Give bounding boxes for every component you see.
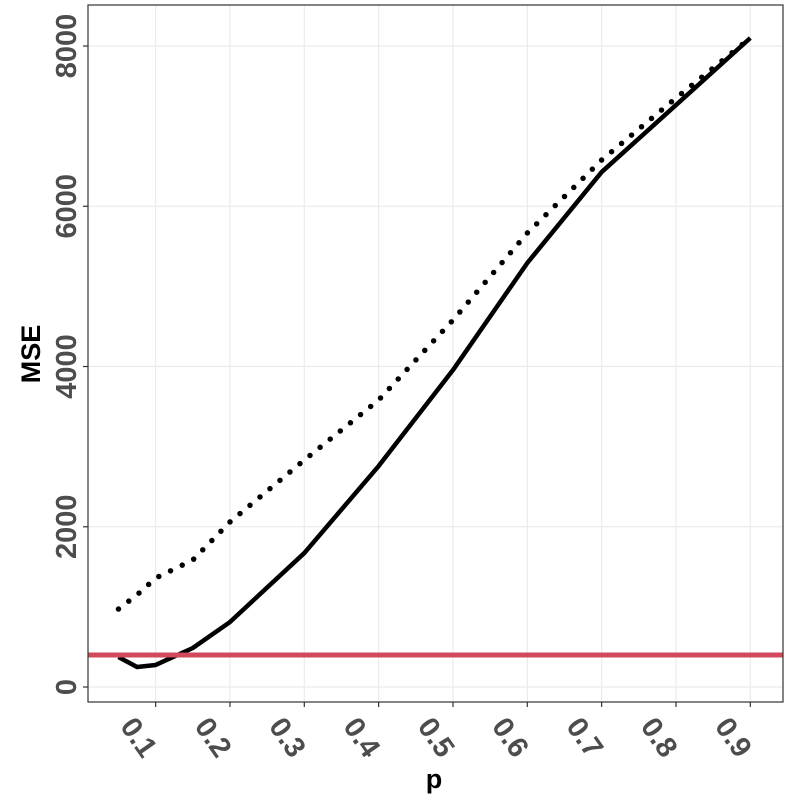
- plot-background: [88, 5, 783, 702]
- y-tick-label: 0: [51, 679, 83, 695]
- y-tick-label: 6000: [51, 174, 83, 239]
- x-tick-label: 0.6: [485, 712, 534, 763]
- x-tick-label: 0.1: [114, 712, 163, 763]
- plot-border: [87, 4, 784, 703]
- series-line: [117, 36, 752, 670]
- x-tick-label: 0.9: [708, 712, 757, 763]
- x-tick-label: 0.3: [262, 712, 311, 763]
- y-tick-label: 4000: [51, 334, 83, 399]
- y-tick-label: 8000: [51, 14, 83, 79]
- y-axis-title: MSE: [16, 325, 46, 384]
- series-line: [115, 35, 754, 612]
- x-tick-label: 0.8: [634, 712, 683, 763]
- x-tick-label: 0.2: [188, 712, 237, 763]
- x-tick-label: 0.4: [337, 712, 386, 763]
- y-tick-label: 2000: [51, 495, 83, 560]
- x-tick-label: 0.7: [560, 712, 609, 763]
- x-axis-title: p: [426, 764, 443, 794]
- x-tick-label: 0.5: [411, 712, 460, 763]
